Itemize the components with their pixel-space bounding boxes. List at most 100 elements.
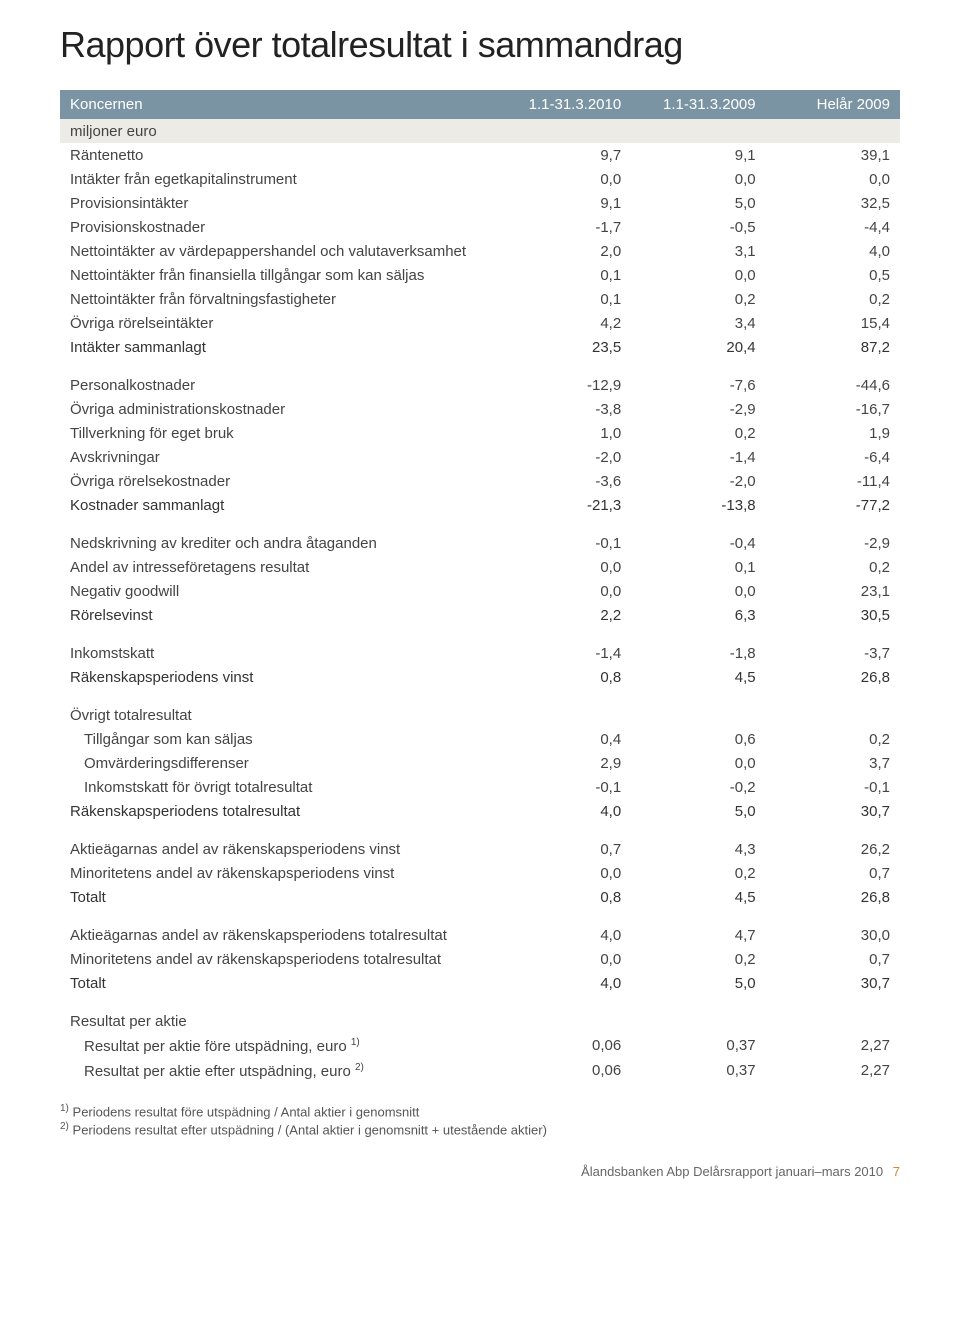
row-value: 30,7: [766, 799, 900, 823]
row-value: 0,8: [497, 885, 631, 909]
table-row: Aktieägarnas andel av räkenskapsperioden…: [60, 923, 900, 947]
row-value: -13,8: [631, 493, 765, 517]
row-value: -1,4: [497, 641, 631, 665]
table-row: Resultat per aktie efter utspädning, eur…: [60, 1058, 900, 1083]
row-value: 2,27: [766, 1058, 900, 1083]
row-value: 0,1: [631, 555, 765, 579]
row-value: -3,7: [766, 641, 900, 665]
row-value: 6,3: [631, 603, 765, 627]
row-value: 0,0: [631, 263, 765, 287]
row-value: -11,4: [766, 469, 900, 493]
row-value: -0,1: [497, 531, 631, 555]
table-row: Räkenskapsperiodens vinst0,84,526,8: [60, 665, 900, 689]
row-value: 4,7: [631, 923, 765, 947]
table-row: Nettointäkter från förvaltningsfastighet…: [60, 287, 900, 311]
row-value: -0,1: [766, 775, 900, 799]
row-value: 0,1: [497, 287, 631, 311]
row-value: 4,0: [766, 239, 900, 263]
table-row: Nettointäkter av värdepappershandel och …: [60, 239, 900, 263]
row-label: Övriga rörelseintäkter: [60, 311, 497, 335]
table-row: Provisionsintäkter9,15,032,5: [60, 191, 900, 215]
row-value: -44,6: [766, 373, 900, 397]
row-value: 23,5: [497, 335, 631, 359]
row-value: -3,6: [497, 469, 631, 493]
row-value: 0,0: [497, 947, 631, 971]
table-row: Resultat per aktie före utspädning, euro…: [60, 1033, 900, 1058]
row-value: -3,8: [497, 397, 631, 421]
row-label: Aktieägarnas andel av räkenskapsperioden…: [60, 837, 497, 861]
col-header-label: Koncernen: [60, 90, 497, 119]
table-row: Personalkostnader-12,9-7,6-44,6: [60, 373, 900, 397]
row-value: -0,5: [631, 215, 765, 239]
row-value: 30,0: [766, 923, 900, 947]
row-label: Övriga rörelsekostnader: [60, 469, 497, 493]
row-value: -1,7: [497, 215, 631, 239]
row-value: 0,7: [497, 837, 631, 861]
row-value: 0,06: [497, 1058, 631, 1083]
row-value: 0,7: [766, 947, 900, 971]
table-row: Övriga rörelsekostnader-3,6-2,0-11,4: [60, 469, 900, 493]
section-head-cell: Resultat per aktie: [60, 1009, 900, 1033]
table-row: Tillverkning för eget bruk1,00,21,9: [60, 421, 900, 445]
row-value: 0,37: [631, 1058, 765, 1083]
row-label: Tillgångar som kan säljas: [60, 727, 497, 751]
row-value: 0,1: [497, 263, 631, 287]
row-value: 4,5: [631, 665, 765, 689]
table-row: Kostnader sammanlagt-21,3-13,8-77,2: [60, 493, 900, 517]
row-label: Rörelsevinst: [60, 603, 497, 627]
table-row: Räkenskapsperiodens totalresultat4,05,03…: [60, 799, 900, 823]
table-row: Omvärderingsdifferenser2,90,03,7: [60, 751, 900, 775]
row-label: Avskrivningar: [60, 445, 497, 469]
table-row: Övriga rörelseintäkter4,23,415,4: [60, 311, 900, 335]
table-row: Provisionskostnader-1,7-0,5-4,4: [60, 215, 900, 239]
row-label: Inkomstskatt: [60, 641, 497, 665]
row-value: 3,1: [631, 239, 765, 263]
row-value: 23,1: [766, 579, 900, 603]
table-row: Nedskrivning av krediter och andra åtaga…: [60, 531, 900, 555]
row-value: 2,9: [497, 751, 631, 775]
row-label: Minoritetens andel av räkenskapsperioden…: [60, 947, 497, 971]
row-value: 4,0: [497, 799, 631, 823]
row-value: 0,0: [497, 861, 631, 885]
row-value: 5,0: [631, 971, 765, 995]
section-head-cell: Övrigt totalresultat: [60, 703, 900, 727]
row-label: Provisionskostnader: [60, 215, 497, 239]
row-label: Andel av intresseföretagens resultat: [60, 555, 497, 579]
row-value: 87,2: [766, 335, 900, 359]
table-row: Inkomstskatt för övrigt totalresultat-0,…: [60, 775, 900, 799]
row-label: Nettointäkter av värdepappershandel och …: [60, 239, 497, 263]
row-value: -2,0: [631, 469, 765, 493]
table-row: Andel av intresseföretagens resultat0,00…: [60, 555, 900, 579]
row-value: 39,1: [766, 143, 900, 167]
subhead-cell: miljoner euro: [60, 119, 900, 143]
page-title: Rapport över totalresultat i sammandrag: [60, 24, 900, 66]
row-value: -2,9: [631, 397, 765, 421]
row-value: 0,2: [766, 727, 900, 751]
row-value: 4,3: [631, 837, 765, 861]
footnote-2: 2) Periodens resultat efter utspädning /…: [60, 1121, 900, 1137]
row-value: 0,2: [766, 287, 900, 311]
row-label: Personalkostnader: [60, 373, 497, 397]
row-label: Nettointäkter från finansiella tillgånga…: [60, 263, 497, 287]
row-value: 30,7: [766, 971, 900, 995]
table-row: Intäkter sammanlagt23,520,487,2: [60, 335, 900, 359]
row-value: 0,2: [631, 947, 765, 971]
row-value: 4,0: [497, 923, 631, 947]
row-value: 3,7: [766, 751, 900, 775]
col-header-period3: Helår 2009: [766, 90, 900, 119]
footer-text: Ålandsbanken Abp Delårsrapport januari–m…: [581, 1164, 883, 1179]
row-value: 0,2: [766, 555, 900, 579]
col-header-period2: 1.1-31.3.2009: [631, 90, 765, 119]
row-label: Resultat per aktie efter utspädning, eur…: [60, 1058, 497, 1083]
footnote-1: 1) Periodens resultat före utspädning / …: [60, 1103, 900, 1119]
row-value: 9,7: [497, 143, 631, 167]
row-label: Aktieägarnas andel av räkenskapsperioden…: [60, 923, 497, 947]
row-value: 9,1: [631, 143, 765, 167]
row-label: Räkenskapsperiodens vinst: [60, 665, 497, 689]
row-value: 0,0: [631, 579, 765, 603]
row-value: 0,2: [631, 421, 765, 445]
row-value: 20,4: [631, 335, 765, 359]
row-label: Minoritetens andel av räkenskapsperioden…: [60, 861, 497, 885]
table-subhead: miljoner euro: [60, 119, 900, 143]
row-value: 0,06: [497, 1033, 631, 1058]
